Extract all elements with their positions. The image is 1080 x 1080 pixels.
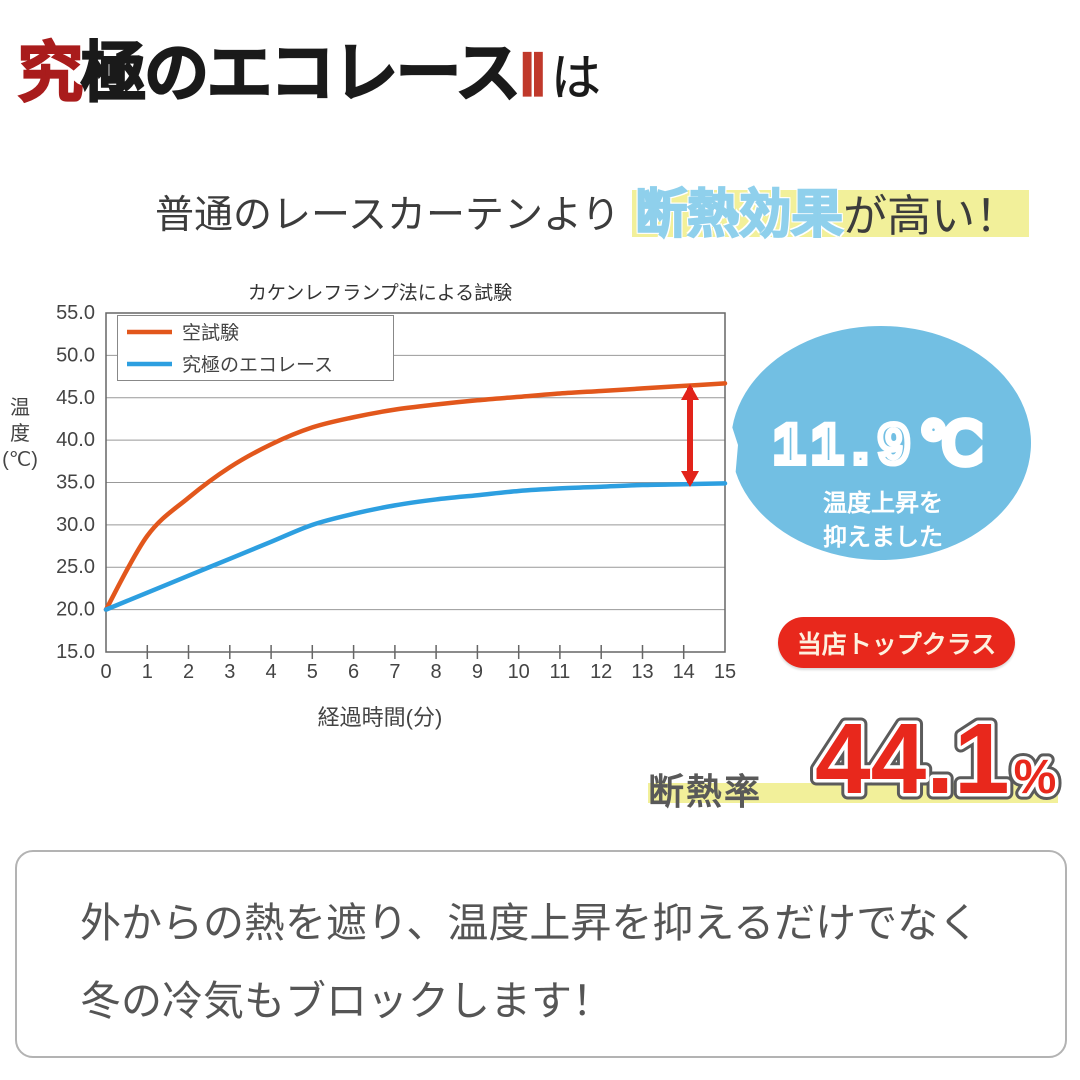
svg-text:35.0: 35.0	[56, 472, 95, 494]
svg-text:14: 14	[673, 661, 695, 683]
svg-text:5: 5	[307, 661, 318, 683]
svg-text:13: 13	[631, 661, 653, 683]
svg-text:9: 9	[472, 661, 483, 683]
svg-text:15: 15	[714, 661, 736, 683]
svg-text:10: 10	[508, 661, 530, 683]
svg-text:3: 3	[224, 661, 235, 683]
svg-text:8: 8	[431, 661, 442, 683]
svg-text:15.0: 15.0	[56, 641, 95, 663]
svg-text:44.1%: 44.1%	[815, 705, 1056, 805]
svg-text:0: 0	[100, 661, 111, 683]
svg-text:45.0: 45.0	[56, 387, 95, 409]
svg-text:2: 2	[183, 661, 194, 683]
svg-text:30.0: 30.0	[56, 514, 95, 536]
svg-text:6: 6	[348, 661, 359, 683]
svg-text:空試験: 空試験	[182, 322, 239, 344]
svg-text:11.9℃: 11.9℃	[774, 412, 993, 475]
svg-text:温度上昇を: 温度上昇を	[823, 489, 943, 517]
svg-text:20.0: 20.0	[56, 599, 95, 621]
svg-text:究極のエコレース: 究極のエコレース	[182, 354, 333, 376]
svg-text:カケンレフランプ法による試験: カケンレフランプ法による試験	[248, 282, 512, 304]
svg-text:1: 1	[142, 661, 153, 683]
svg-text:25.0: 25.0	[56, 556, 95, 578]
svg-text:抑えました: 抑えました	[823, 524, 943, 551]
svg-text:12: 12	[590, 661, 612, 683]
svg-text:4: 4	[266, 661, 277, 683]
svg-text:11: 11	[550, 661, 571, 683]
svg-text:50.0: 50.0	[56, 344, 95, 366]
svg-text:7: 7	[389, 661, 400, 683]
svg-text:55.0: 55.0	[56, 302, 95, 324]
svg-text:40.0: 40.0	[56, 429, 95, 451]
